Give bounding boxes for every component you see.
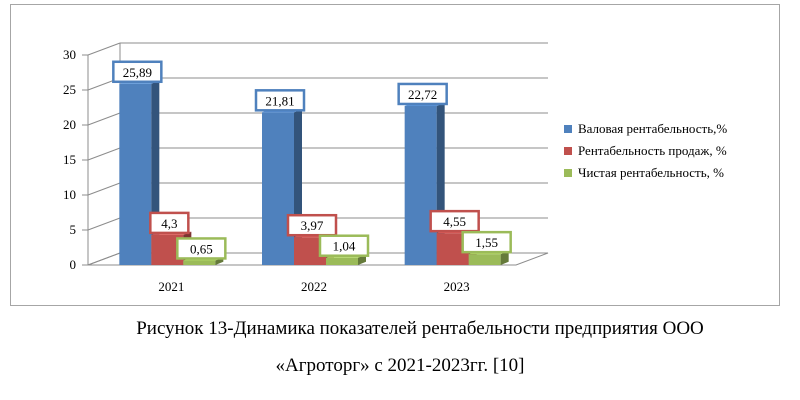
x-tick-label: 2022 [301,279,327,294]
data-label-text: 21,81 [265,93,294,108]
bar-front [183,260,216,265]
gridline-side [87,42,121,56]
data-label-box [429,209,480,233]
data-label: 1,55 [461,230,512,254]
data-label-box [461,230,512,254]
figure-caption-line-2: «Агроторг» с 2021-2023гг. [10] [275,355,525,376]
chart-svg: 0 5 10 15 20 25 30 2021 2022 2023 25,89 4,3 0,65 21,8… [63,42,727,294]
y-tick-label: 20 [63,117,76,132]
data-label-box [149,211,190,235]
legend-label: Рентабельность продаж, % [578,143,727,158]
gridline-side [87,147,121,161]
data-label: 1,04 [318,234,370,257]
legend-label: Валовая рентабельность,% [578,121,727,136]
gridline-side [87,217,121,231]
data-label-box [318,234,370,257]
data-label: 22,72 [397,82,448,106]
gridline-side [87,112,121,126]
data-label-text: 0,65 [190,241,213,256]
data-label-box [286,213,338,237]
bar-side [358,254,366,265]
legend-item: Рентабельность продаж, % [564,143,727,158]
data-label-text: 1,55 [475,235,498,250]
legend-swatch [564,147,572,155]
bar-front [119,83,152,266]
data-label: 4,3 [149,211,190,235]
legend-swatch [564,169,572,177]
data-label: 0,65 [176,237,227,260]
bar-front [326,257,358,265]
data-label-box [176,237,227,260]
x-tick-label: 2021 [158,279,184,294]
data-label: 4,55 [429,209,480,233]
data-label-box [397,82,448,106]
figure-caption-line-1: Рисунок 13-Динамика показателей рентабел… [136,318,704,339]
y-tick-label: 0 [70,257,77,272]
y-tick-label: 25 [63,82,76,97]
legend-swatch [564,125,572,133]
data-label-text: 25,89 [123,65,152,80]
data-label: 21,81 [254,89,306,112]
bar-front [262,112,294,265]
data-label-box [254,89,306,112]
y-tick-label: 30 [63,47,76,62]
data-label-text: 4,55 [443,214,466,229]
data-label-box [112,60,163,84]
legend-item: Валовая рентабельность,% [564,121,727,136]
legend-label: Чистая рентабельность, % [578,165,724,180]
data-label-text: 1,04 [333,239,356,254]
data-label-text: 3,97 [301,218,324,233]
legend-item: Чистая рентабельность, % [564,165,724,180]
y-tick-label: 5 [70,222,77,237]
data-label: 25,89 [112,60,163,84]
gridline-side [87,182,121,196]
chart-frame: 0 5 10 15 20 25 30 2021 2022 2023 25,89 4,3 0,65 21,8… [10,4,780,306]
bar-front [404,105,437,266]
data-label-text: 22,72 [408,87,437,102]
y-tick-label: 15 [63,152,76,167]
data-label-text: 4,3 [161,216,177,231]
bar-front [468,254,501,265]
bar-side [500,250,509,265]
floor [87,252,549,266]
bar-2021-0 [119,80,160,266]
gridlines [87,42,548,266]
x-tick-label: 2023 [444,279,470,294]
y-tick-label: 10 [63,187,76,202]
data-label: 3,97 [286,213,338,237]
